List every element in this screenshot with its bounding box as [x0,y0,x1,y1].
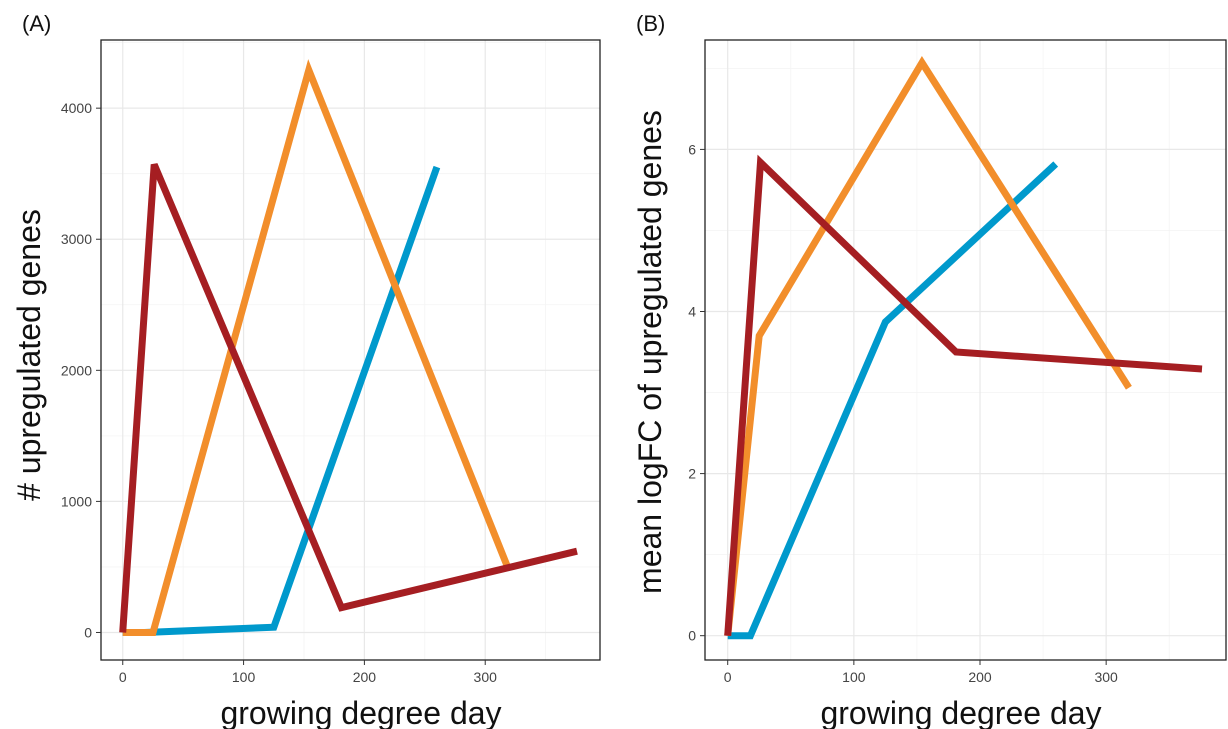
series-layer [724,56,1203,640]
panel-label: (B) [636,11,665,36]
y-tick-label: 0 [688,628,696,644]
x-axis-title: growing degree day [820,695,1101,729]
x-tick-label: 200 [353,669,377,685]
series-line-1 [724,56,1132,637]
grid [705,40,1226,660]
series-line-2 [724,154,1203,636]
x-tick-label: 100 [842,669,866,685]
y-tick-label: 4000 [61,100,92,116]
y-axis-title: mean logFC of upregulated genes [632,110,668,594]
y-tick-label: 2000 [61,362,92,378]
x-tick-label: 0 [724,669,732,685]
y-tick-label: 3000 [61,231,92,247]
x-tick-label: 100 [232,669,256,685]
y-tick-label: 1000 [61,493,92,509]
y-tick-label: 4 [688,304,696,320]
y-tick-label: 0 [84,624,92,640]
x-tick-label: 0 [119,669,127,685]
x-tick-label: 300 [474,669,498,685]
y-tick-label: 6 [688,141,696,157]
x-tick-label: 200 [968,669,992,685]
series-line-2 [119,163,578,633]
ticks: 0 100 200 300 0 2 4 6 [688,141,1118,685]
grid [101,40,600,660]
x-axis-title: growing degree day [220,695,501,729]
x-tick-label: 300 [1094,669,1118,685]
y-tick-label: 2 [688,466,696,482]
y-axis-title: # upregulated genes [11,209,47,501]
plot-frame [100,39,601,661]
series-layer [119,59,578,636]
plot-frame [704,39,1227,661]
series-line-0 [727,161,1059,640]
panel-label: (A) [22,11,51,36]
panel-b: (B) 0 100 200 300 0 2 4 6 growing degree day me… [632,11,1227,729]
